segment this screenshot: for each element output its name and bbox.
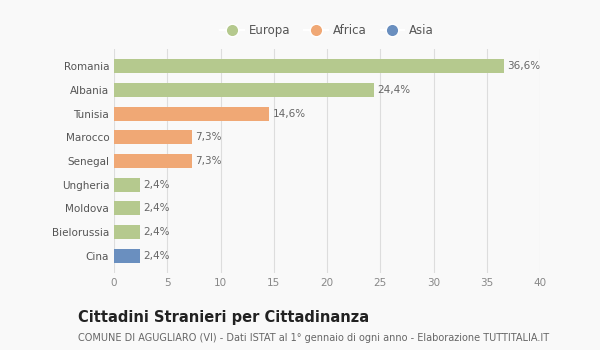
Bar xyxy=(114,248,140,263)
Bar xyxy=(114,130,192,145)
Text: 2,4%: 2,4% xyxy=(143,180,169,190)
Text: Cittadini Stranieri per Cittadinanza: Cittadini Stranieri per Cittadinanza xyxy=(78,310,369,325)
Text: 2,4%: 2,4% xyxy=(143,251,169,261)
Text: COMUNE DI AGUGLIARO (VI) - Dati ISTAT al 1° gennaio di ogni anno - Elaborazione : COMUNE DI AGUGLIARO (VI) - Dati ISTAT al… xyxy=(78,333,549,343)
Bar xyxy=(114,83,374,97)
Bar xyxy=(114,59,504,74)
Text: 7,3%: 7,3% xyxy=(195,132,221,142)
Bar xyxy=(114,106,269,121)
Legend: Europa, Africa, Asia: Europa, Africa, Asia xyxy=(215,19,439,42)
Text: 14,6%: 14,6% xyxy=(272,108,306,119)
Bar xyxy=(114,201,140,216)
Text: 2,4%: 2,4% xyxy=(143,203,169,214)
Text: 7,3%: 7,3% xyxy=(195,156,221,166)
Bar xyxy=(114,154,192,168)
Bar xyxy=(114,177,140,192)
Bar xyxy=(114,225,140,239)
Text: 2,4%: 2,4% xyxy=(143,227,169,237)
Text: 24,4%: 24,4% xyxy=(377,85,410,95)
Text: 36,6%: 36,6% xyxy=(507,61,540,71)
